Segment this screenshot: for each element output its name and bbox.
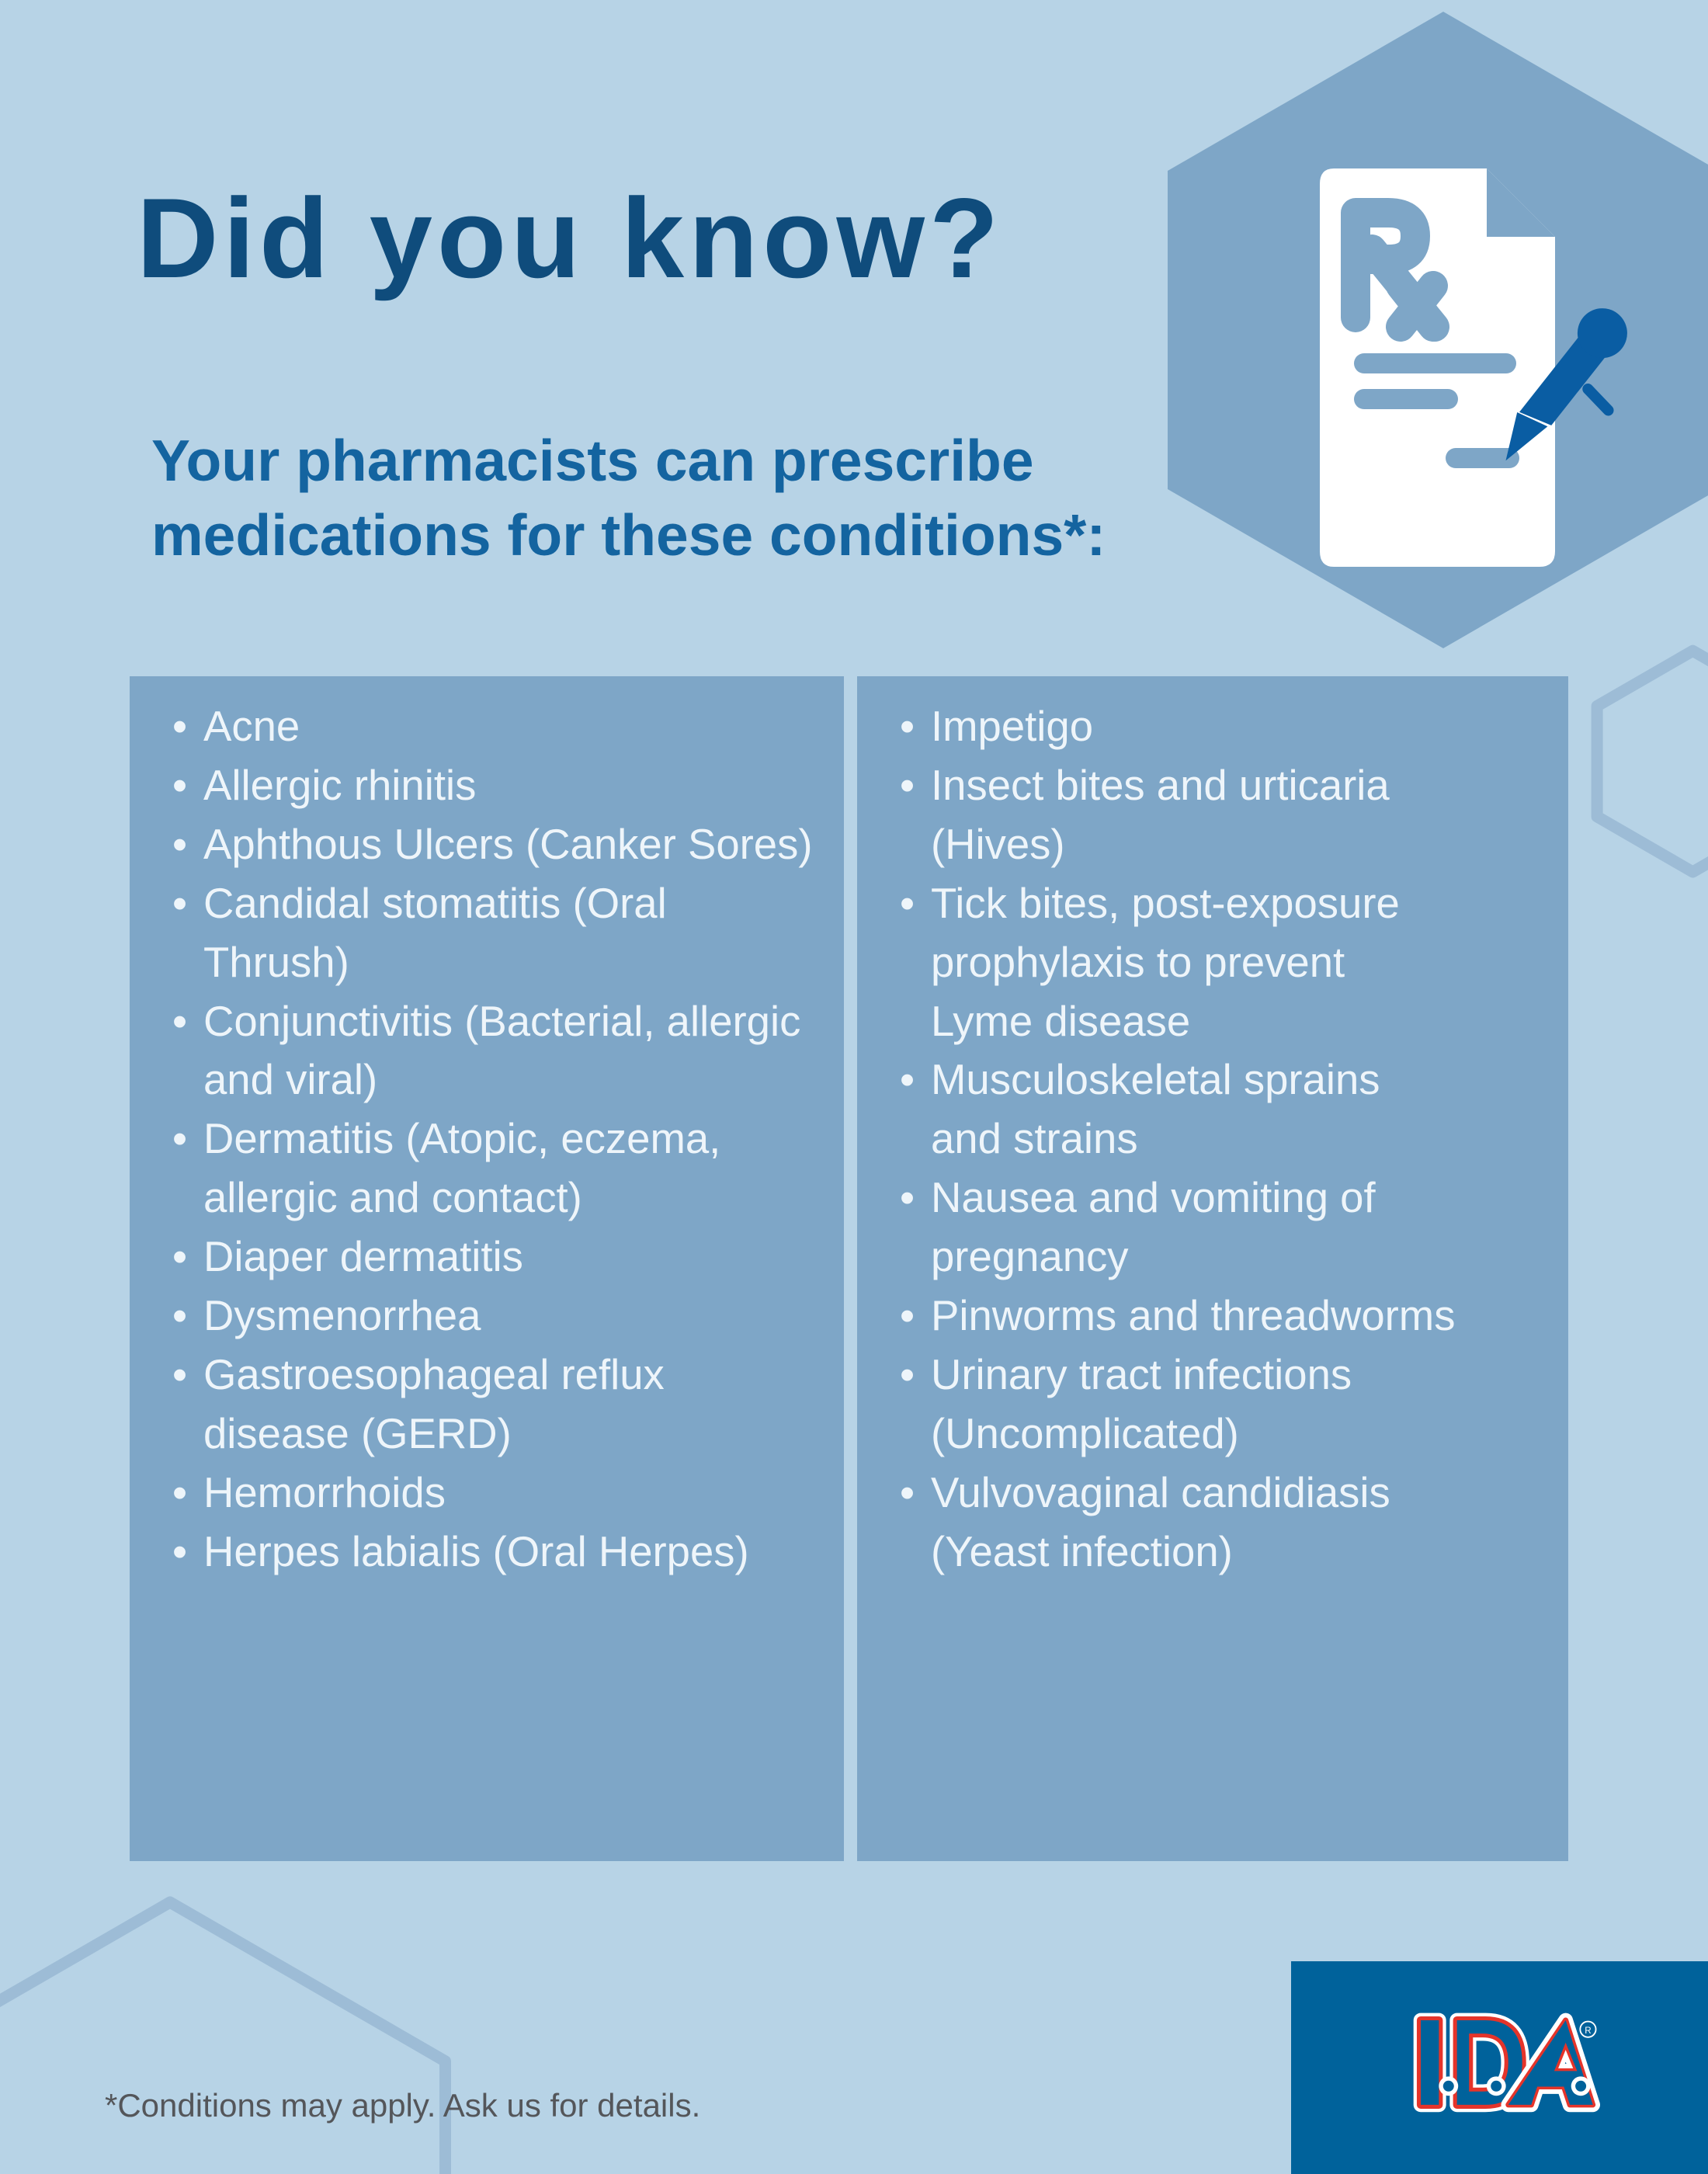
svg-text:R: R [1585, 2026, 1591, 2036]
